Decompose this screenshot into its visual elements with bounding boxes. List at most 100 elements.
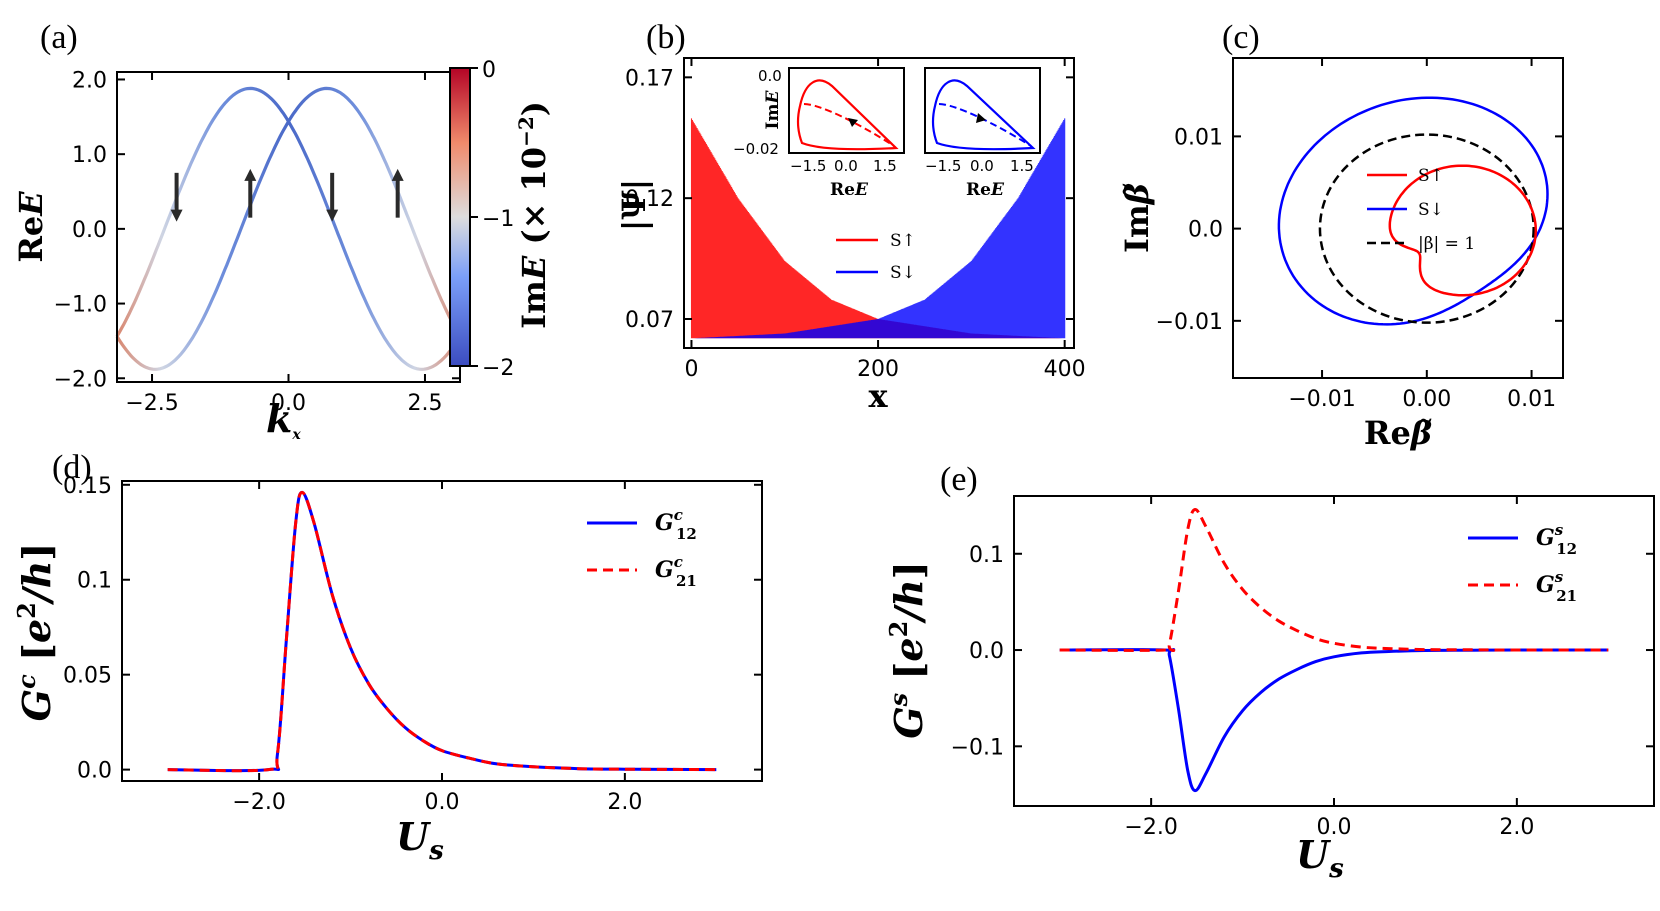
inset-down: −1.5 0.0 1.5 ReE xyxy=(924,67,1041,200)
gbz-spin-up xyxy=(1388,164,1538,297)
panel-label-b: (b) xyxy=(646,19,686,56)
panel-c-legend: S↑ S↓ |β| = 1 xyxy=(1367,166,1475,254)
panel-b-ytick-label: 0.12 xyxy=(625,187,674,212)
panel-label-c: (c) xyxy=(1222,19,1260,56)
panel-e-ytick-label: 0.1 xyxy=(969,543,1004,568)
panel-e-series-1 xyxy=(1059,508,1609,652)
panel-e-legend: Gs 12 Gs 21 xyxy=(1468,521,1577,605)
panel-d-ylabel: Gc [e2/h] xyxy=(12,543,59,722)
panel-a: −2.5 0.0 2.52.01.00.0−1.0−2.0 ReE kx 0 −1 … xyxy=(12,58,553,443)
panel-e-xtick-label: −2.0 xyxy=(1124,815,1177,840)
panel-c: −0.01 0.00 0.01 0.01 0.0 −0.01 Imβ̃ Reβ̃ S↑ S… xyxy=(1118,57,1564,452)
panel-e-curves xyxy=(1059,508,1609,793)
panel-b-legend: S↑ S↓ xyxy=(836,231,916,283)
inset-up-arrow xyxy=(848,118,858,127)
panel-d-ytick-label: 0.05 xyxy=(63,664,112,689)
panel-d-series-1 xyxy=(167,490,717,773)
panel-c-xtick-label: 0.00 xyxy=(1402,387,1451,412)
inset-up-xtick-1: 0.0 xyxy=(834,157,858,175)
legend-e-21: Gs 21 xyxy=(1536,568,1577,605)
panel-c-ylabel: Imβ̃ xyxy=(1118,183,1156,253)
inset-up-ytick-0: 0.0 xyxy=(758,67,782,85)
panel-e-ytick-label: −0.1 xyxy=(951,735,1004,760)
panel-b-xtick-label: 200 xyxy=(857,357,899,382)
inset-down-loop-inner xyxy=(938,103,1032,147)
band-0 xyxy=(115,86,462,371)
panel-a-ytick-label: 1.0 xyxy=(72,143,107,168)
colorbar-label: ImE (× 10−2) xyxy=(514,101,553,329)
inset-up-xlabel: ReE xyxy=(830,180,869,200)
panel-d-ticks: −2.0 0.0 2.0 0.15 0.1 0.05 0.0 xyxy=(63,474,762,815)
panel-a-ytick-label: −2.0 xyxy=(54,367,107,392)
panel-label-a: (a) xyxy=(40,19,78,56)
svg-text:ReE: ReE xyxy=(12,191,50,263)
legend-d-12: Gc 12 xyxy=(655,506,697,543)
legend-b-down: S↓ xyxy=(890,263,916,283)
panel-e-ticks: −2.0 0.0 2.0 0.1 0.0 −0.1 xyxy=(951,496,1654,840)
panel-a-ytick-label: 2.0 xyxy=(72,68,107,93)
panel-label-e: (e) xyxy=(940,461,978,498)
panel-a-xtick-label: 0.0 xyxy=(271,391,306,416)
panel-c-ytick-label: −0.01 xyxy=(1156,310,1223,335)
inset-up-xtick-2: 1.5 xyxy=(873,157,897,175)
panel-a-bands xyxy=(115,86,462,371)
inset-up-loop-outer xyxy=(796,79,899,151)
panel-d-xtick-label: −2.0 xyxy=(232,790,285,815)
panel-b-xlabel: x xyxy=(868,377,888,415)
panel-a-xtick-label: −2.5 xyxy=(125,391,178,416)
svg-text:Imβ̃: Imβ̃ xyxy=(1118,183,1156,253)
svg-text:Gc [e2/h]: Gc [e2/h] xyxy=(12,543,59,722)
panel-b: 0 200 400 0.17 0.12 0.07 |Ψ| x 0.0 −0.02 −1.5… xyxy=(615,57,1086,415)
panel-d-xlabel: Us xyxy=(396,814,444,866)
panel-e-ylabel: Gs [e2/h] xyxy=(884,561,931,739)
panel-c-ytick-label: 0.0 xyxy=(1188,218,1223,243)
spin-arrow-head xyxy=(244,168,257,181)
panel-e-xtick-label: 0.0 xyxy=(1317,815,1352,840)
inset-down-xtick-0: −1.5 xyxy=(925,157,961,175)
colorbar-ticks: 0 −1 −2 xyxy=(470,58,514,381)
panel-b-ytick-label: 0.17 xyxy=(625,66,674,91)
inset-up: 0.0 −0.02 −1.5 0.0 1.5 ReE ImE xyxy=(733,67,905,200)
panel-label-d: (d) xyxy=(52,449,92,486)
panel-d-curves xyxy=(167,490,717,773)
unit-circle xyxy=(1318,133,1535,324)
panel-c-ytick-label: 0.01 xyxy=(1174,125,1223,150)
panel-b-ylabel: |Ψ| xyxy=(615,179,653,232)
inset-down-xtick-2: 1.5 xyxy=(1010,157,1034,175)
colorbar-tick-0: 0 xyxy=(482,58,496,83)
colorbar xyxy=(449,67,471,367)
panel-d-ytick-label: 0.15 xyxy=(63,474,112,499)
legend-c-unit-circle: |β| = 1 xyxy=(1418,234,1475,254)
panel-a-ylabel: ReE xyxy=(12,191,50,263)
panel-e-xtick-label: 2.0 xyxy=(1499,815,1534,840)
inset-up-ylabel: ImE xyxy=(763,90,783,130)
panel-d: −2.0 0.0 2.0 0.15 0.1 0.05 0.0 Gc [e2/h] Us Gc… xyxy=(12,474,763,866)
panel-a-ytick-label: −1.0 xyxy=(54,293,107,318)
inset-down-loop-outer xyxy=(931,79,1036,151)
legend-e-12: Gs 12 xyxy=(1536,521,1577,558)
colorbar-tick-2: −2 xyxy=(482,356,514,381)
colorbar-tick-1: −1 xyxy=(482,207,514,232)
panel-b-xtick-label: 400 xyxy=(1044,357,1086,382)
svg-text:ImE (× 10−2): ImE (× 10−2) xyxy=(514,101,553,329)
panel-b-xtick-label: 0 xyxy=(684,357,698,382)
spin-arrow-head xyxy=(391,168,404,181)
panel-b-wavefunctions xyxy=(690,118,1066,339)
inset-up-xtick-0: −1.5 xyxy=(790,157,826,175)
panel-d-ytick-label: 0.1 xyxy=(77,569,112,594)
panel-c-xlabel: Reβ̃ xyxy=(1364,414,1432,452)
gbz-spin-down xyxy=(1277,96,1549,326)
wavefunction-down xyxy=(692,118,1066,339)
panel-b-ytick-label: 0.07 xyxy=(625,308,674,333)
svg-text:|Ψ|: |Ψ| xyxy=(615,179,653,232)
panel-c-xtick-label: 0.01 xyxy=(1507,387,1556,412)
panel-d-xtick-label: 2.0 xyxy=(607,790,642,815)
legend-c-down: S↓ xyxy=(1418,200,1444,220)
inset-down-xlabel: ReE xyxy=(966,180,1005,200)
spin-arrow-head xyxy=(170,209,183,222)
panel-a-ticks: −2.5 0.0 2.5 2.0 1.0 0.0 −1.0 −2.0 xyxy=(54,68,460,416)
legend-d-21: Gc 21 xyxy=(655,553,697,590)
inset-up-loop-inner xyxy=(803,103,895,147)
panel-d-series-0 xyxy=(167,490,717,773)
